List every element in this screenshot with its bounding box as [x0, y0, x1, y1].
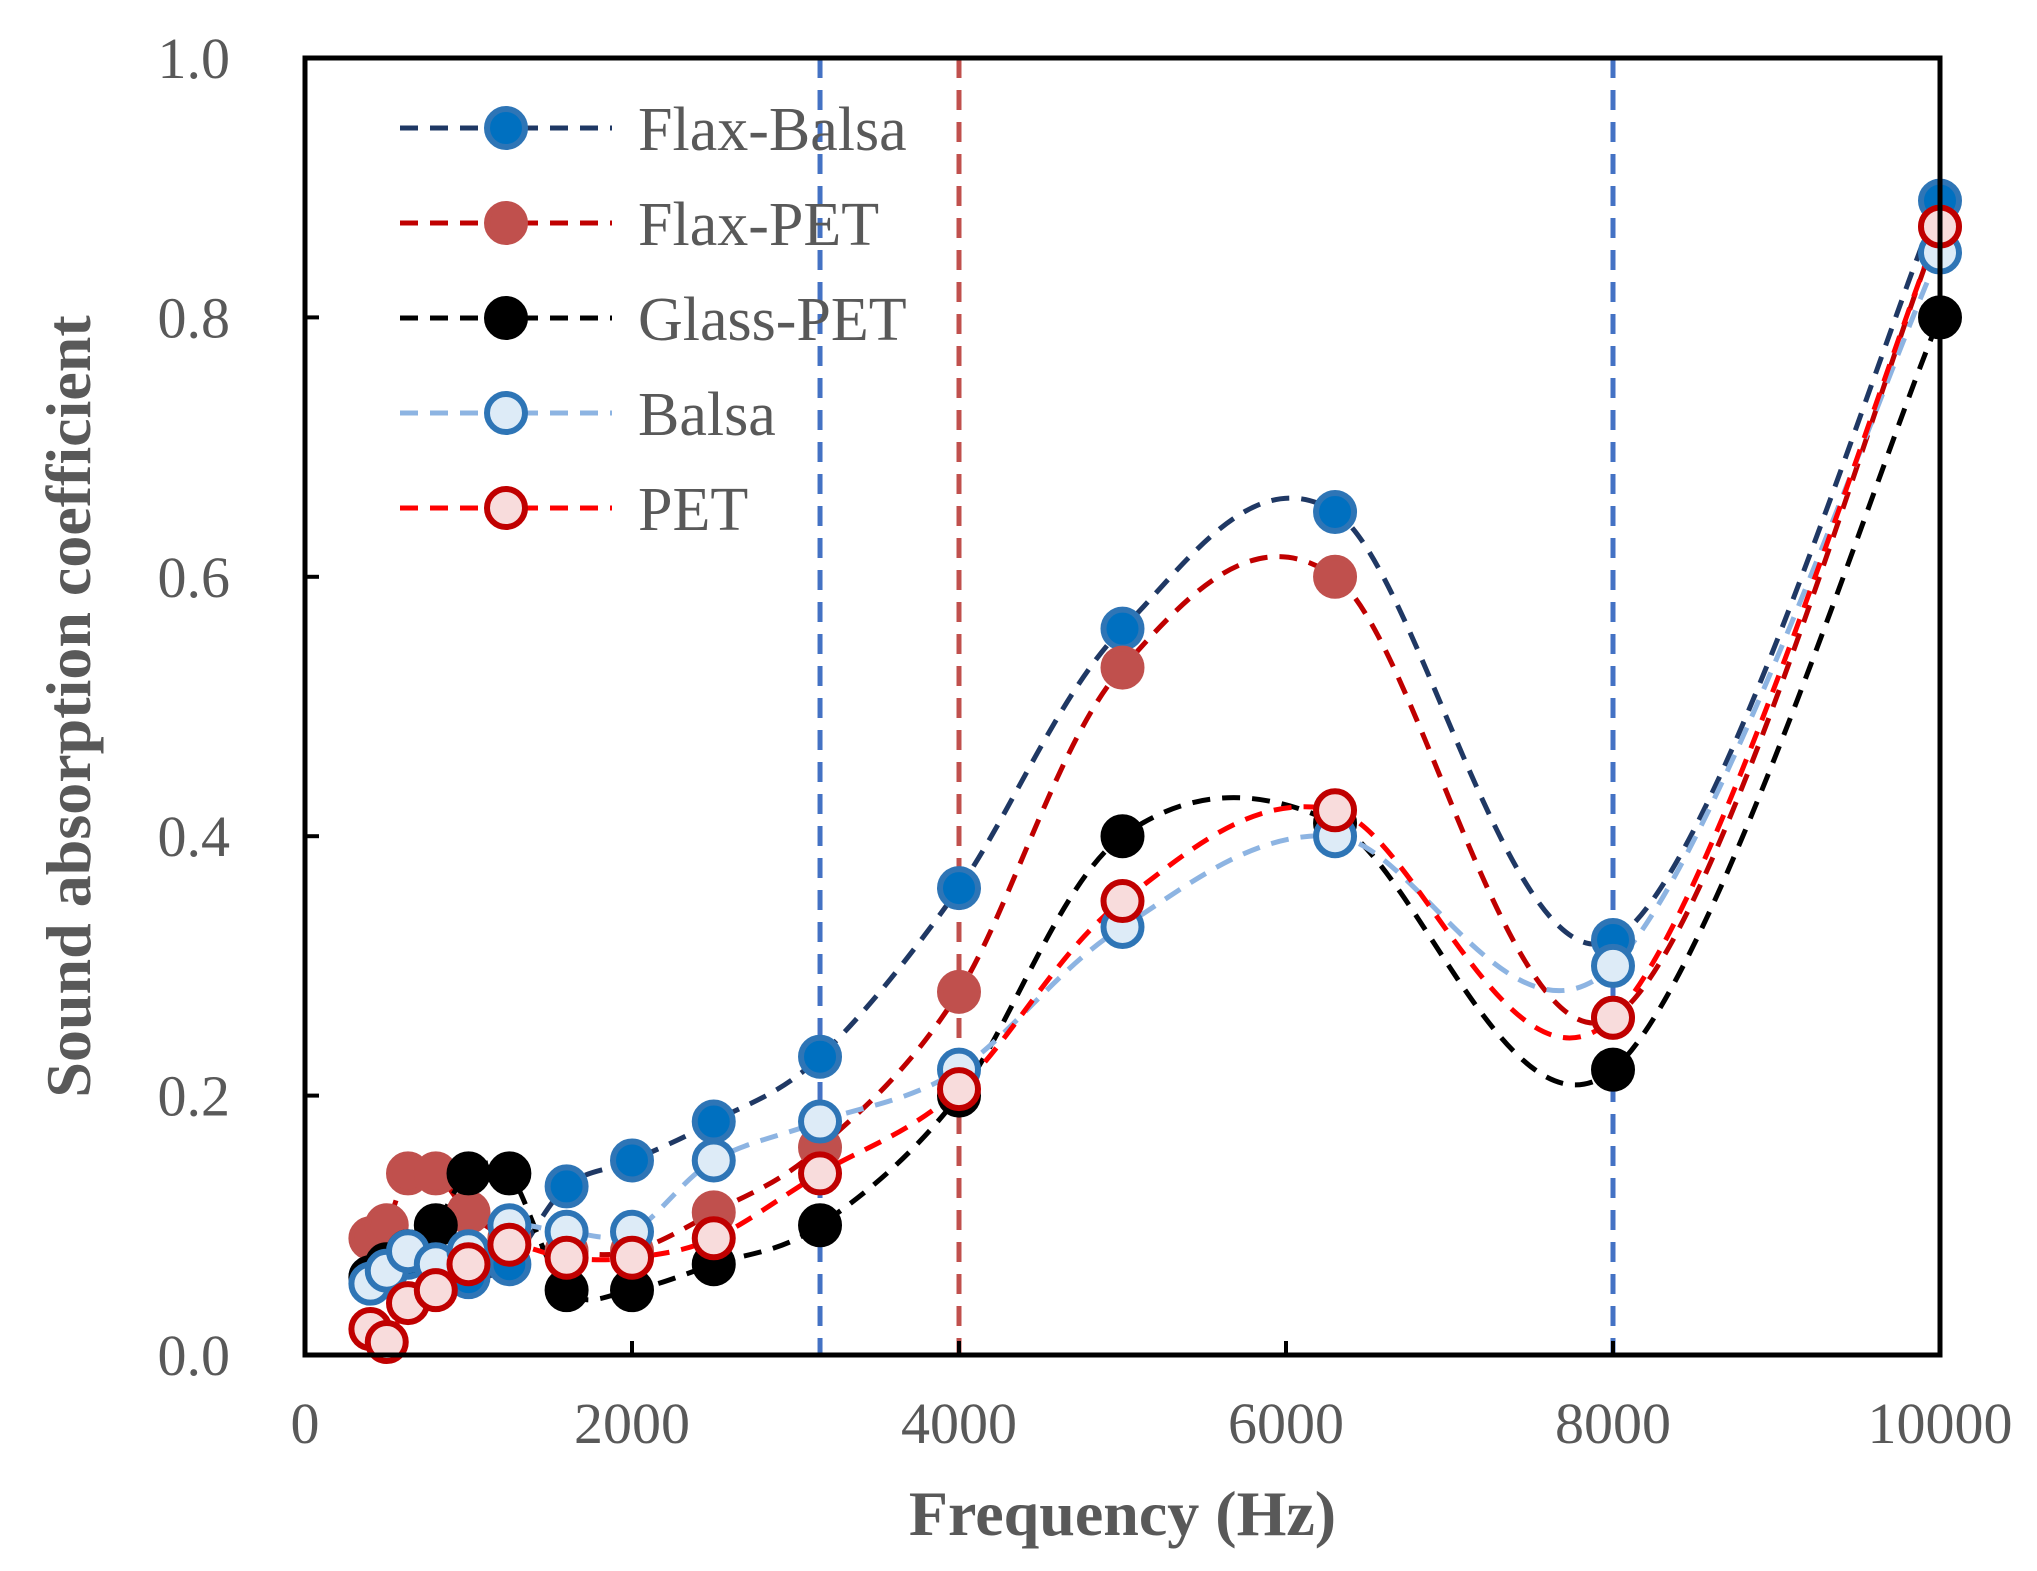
axis-tick-labels: 0 2000 4000 6000 8000 10000 0.0 0.2 0.4 0.6 0.8 1.0 — [158, 26, 2013, 1456]
point-glass-pet-1000 — [446, 1151, 491, 1196]
legend-label-flax-balsa: Flax-Balsa — [638, 96, 907, 164]
point-flax-pet-4000 — [937, 969, 981, 1014]
point-balsa-2500 — [691, 1138, 736, 1183]
x-tick-label-6000: 6000 — [1228, 1391, 1344, 1456]
legend-label-glass-pet: Glass-PET — [638, 286, 907, 354]
legend: Flax-Balsa Flax-PET Glass-PET Balsa PET — [400, 96, 907, 544]
x-axis-title: Frequency (Hz) — [909, 1478, 1336, 1549]
point-flax-balsa-5000 — [1100, 606, 1145, 651]
y-tick-label-0.2: 0.2 — [158, 1064, 231, 1129]
y-tick-label-0: 0.0 — [158, 1323, 231, 1388]
legend-item-pet: PET — [400, 476, 748, 544]
point-pet-5000 — [1100, 879, 1145, 924]
x-tick-label-0: 0 — [291, 1391, 320, 1456]
reference-lines — [817, 58, 1616, 1355]
point-pet-1250 — [487, 1222, 532, 1267]
legend-marker-balsa — [484, 391, 528, 435]
legend-marker-flax-pet — [484, 201, 528, 245]
point-pet-2000 — [610, 1235, 654, 1280]
plot-area-frame — [302, 55, 1943, 1358]
point-pet-6300 — [1313, 788, 1358, 833]
x-tick-label-4000: 4000 — [901, 1391, 1017, 1456]
x-tick-label-10000: 10000 — [1868, 1391, 2013, 1456]
legend-item-balsa: Balsa — [400, 381, 776, 449]
point-flax-balsa-4000 — [937, 866, 981, 911]
point-glass-pet-8000 — [1591, 1047, 1635, 1092]
legend-item-glass-pet: Glass-PET — [400, 286, 907, 354]
legend-item-flax-pet: Flax-PET — [400, 191, 879, 259]
series-markers — [348, 178, 1962, 1365]
point-pet-2500 — [691, 1216, 736, 1261]
point-pet-800 — [413, 1268, 458, 1313]
axis-ticks — [303, 56, 1942, 1357]
point-pet-1600 — [544, 1235, 589, 1280]
y-axis-title: Sound absorption coefficient — [33, 315, 104, 1098]
y-tick-label-0.6: 0.6 — [158, 545, 231, 610]
legend-marker-glass-pet — [484, 296, 528, 340]
series-line-flax-pet — [368, 225, 1943, 1258]
series-line-glass-pet — [368, 316, 1943, 1303]
y-tick-label-0.8: 0.8 — [158, 285, 231, 350]
legend-label-flax-pet: Flax-PET — [638, 191, 879, 259]
point-flax-balsa-1600 — [544, 1164, 589, 1209]
point-pet-8000 — [1591, 995, 1635, 1040]
point-pet-1000 — [446, 1242, 491, 1287]
legend-item-flax-balsa: Flax-Balsa — [400, 96, 907, 164]
point-balsa-8000 — [1591, 943, 1635, 988]
x-tick-label-2000: 2000 — [574, 1391, 690, 1456]
point-balsa-3150 — [798, 1099, 843, 1144]
point-flax-balsa-6300 — [1313, 489, 1358, 534]
point-glass-pet-1250 — [487, 1151, 532, 1196]
point-flax-balsa-2000 — [610, 1138, 654, 1183]
point-pet-500 — [364, 1320, 409, 1365]
point-flax-balsa-3150 — [798, 1034, 843, 1079]
point-pet-4000 — [937, 1067, 981, 1112]
legend-marker-pet — [484, 486, 528, 530]
legend-marker-flax-balsa — [484, 106, 528, 150]
legend-label-balsa: Balsa — [638, 381, 776, 449]
point-flax-pet-6300 — [1313, 554, 1358, 599]
point-flax-balsa-2500 — [691, 1099, 736, 1144]
y-tick-label-1: 1.0 — [158, 26, 231, 91]
legend-label-pet: PET — [638, 476, 748, 544]
x-tick-label-8000: 8000 — [1555, 1391, 1671, 1456]
point-flax-pet-5000 — [1100, 645, 1145, 690]
point-pet-3150 — [798, 1151, 843, 1196]
point-glass-pet-3150 — [798, 1203, 843, 1248]
y-tick-label-0.4: 0.4 — [158, 804, 231, 869]
point-glass-pet-5000 — [1100, 814, 1145, 859]
